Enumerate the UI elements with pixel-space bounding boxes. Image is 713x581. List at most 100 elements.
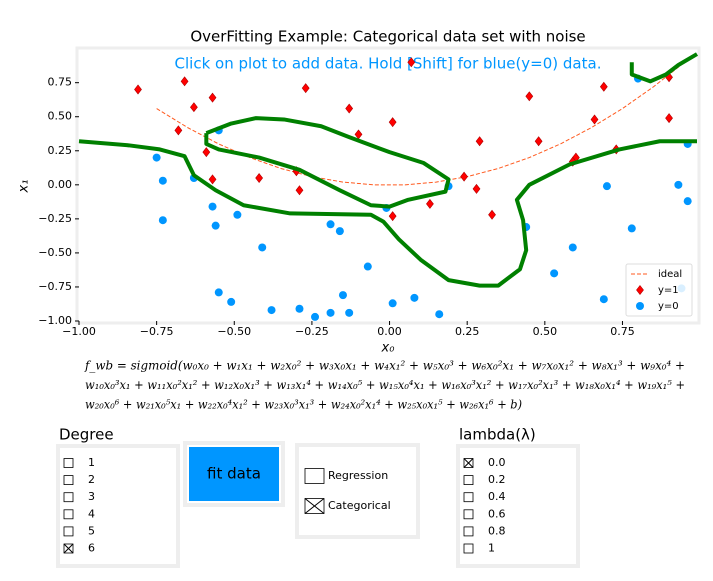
point <box>158 176 167 185</box>
legend-marker <box>636 285 644 295</box>
y-tick-label: 0.50 <box>48 110 73 123</box>
checkbox[interactable] <box>463 526 474 537</box>
point <box>255 173 264 183</box>
point <box>568 243 577 252</box>
y-tick-label: −1.00 <box>38 314 72 327</box>
y-tick-label: 0.25 <box>48 144 73 157</box>
point <box>388 299 397 308</box>
point <box>426 198 434 209</box>
degree-box <box>56 444 180 568</box>
checkbox[interactable] <box>63 509 74 520</box>
option-label[interactable]: 6 <box>88 542 95 555</box>
point <box>460 171 468 182</box>
point <box>363 262 372 271</box>
point <box>338 291 347 300</box>
option-label[interactable]: 0.6 <box>488 507 506 520</box>
point <box>345 308 354 317</box>
option-label[interactable]: 3 <box>88 490 95 503</box>
point <box>435 310 444 319</box>
point <box>599 295 608 304</box>
checkbox[interactable] <box>63 526 74 537</box>
x-tick-label: 0.50 <box>533 325 558 338</box>
checkbox[interactable] <box>63 492 74 503</box>
y-axis-label: x₁ <box>17 180 32 194</box>
point <box>134 84 142 95</box>
option-label[interactable]: 2 <box>88 473 95 486</box>
point <box>525 91 534 102</box>
option-label[interactable]: 0.2 <box>488 473 506 486</box>
point <box>488 209 496 220</box>
checkbox[interactable] <box>304 468 325 484</box>
x-tick-label: 0.00 <box>377 325 402 338</box>
option-label[interactable]: 4 <box>88 507 95 520</box>
point <box>301 83 310 94</box>
option-label[interactable]: Regression <box>328 469 388 482</box>
x-tick-label: 0.75 <box>610 325 635 338</box>
option-label[interactable]: 0.4 <box>488 490 506 503</box>
point <box>208 174 217 185</box>
point <box>158 216 167 225</box>
point <box>335 227 344 236</box>
point <box>326 308 335 317</box>
checkbox[interactable] <box>63 475 74 486</box>
point <box>214 288 223 297</box>
point <box>665 113 673 124</box>
degree-label: Degree <box>59 426 114 444</box>
equation-line: f_wb = sigmoid(w₀x₀ + w₁x₁ + w₂x₀² + w₃x… <box>84 359 685 373</box>
y-tick-label: −0.50 <box>38 246 72 259</box>
option-label[interactable]: 1 <box>488 542 495 555</box>
x-tick-label: 0.25 <box>455 325 480 338</box>
point <box>602 182 611 191</box>
point <box>233 210 242 219</box>
point <box>152 153 161 162</box>
plot-frame <box>75 46 701 325</box>
checkbox[interactable] <box>463 475 474 486</box>
point <box>267 306 276 315</box>
point <box>472 183 481 194</box>
point <box>190 102 198 113</box>
point <box>475 136 484 147</box>
x-tick-label: −0.50 <box>217 325 251 338</box>
option-label[interactable]: 0.8 <box>488 524 506 537</box>
checkbox-x <box>304 498 325 514</box>
mode-box <box>295 443 420 539</box>
checkbox-x <box>463 458 474 468</box>
decision-boundary <box>78 52 699 288</box>
option-label[interactable]: 1 <box>88 456 95 469</box>
x-tick-label: −1.00 <box>62 325 96 338</box>
checkbox[interactable] <box>463 543 474 554</box>
point <box>295 304 304 313</box>
point <box>227 297 236 306</box>
y-tick-label: 0.75 <box>48 76 73 89</box>
legend-label: ideal <box>658 269 682 280</box>
point <box>410 293 419 302</box>
legend-label: y=0 <box>658 301 679 312</box>
checkbox[interactable] <box>63 458 74 468</box>
fit-button[interactable] <box>189 447 279 501</box>
fit-button-label[interactable]: fit data <box>207 465 261 483</box>
chart-title: OverFitting Example: Categorical data se… <box>190 28 585 46</box>
point <box>326 220 335 229</box>
point <box>295 185 304 196</box>
point <box>208 202 217 211</box>
option-label[interactable]: Categorical <box>328 499 391 512</box>
point <box>683 197 692 206</box>
option-label[interactable]: 0.0 <box>488 456 506 469</box>
checkbox[interactable] <box>463 492 474 503</box>
point <box>388 117 397 128</box>
option-label[interactable]: 5 <box>88 524 95 537</box>
lambda-box <box>456 444 580 568</box>
annotation: Click on plot to add data. Hold [Shift] … <box>175 55 602 73</box>
equation-line: w₂₀x₀⁶ + w₂₁x₀⁵x₁ + w₂₂x₀⁴x₁² + w₂₃x₀³x₁… <box>85 398 522 412</box>
checkbox[interactable] <box>463 509 474 520</box>
equation-line: w₁₀x₀³x₁ + w₁₁x₀²x₁² + w₁₂x₀x₁³ + w₁₃x₁⁴… <box>85 378 685 392</box>
y-tick-label: 0.00 <box>48 178 73 191</box>
point <box>258 243 267 252</box>
point <box>627 224 636 233</box>
x-axis-label: x₀ <box>381 341 396 356</box>
x-tick-label: −0.75 <box>140 325 174 338</box>
point <box>180 76 189 87</box>
y-tick-label: −0.75 <box>38 280 72 293</box>
point <box>590 114 599 125</box>
